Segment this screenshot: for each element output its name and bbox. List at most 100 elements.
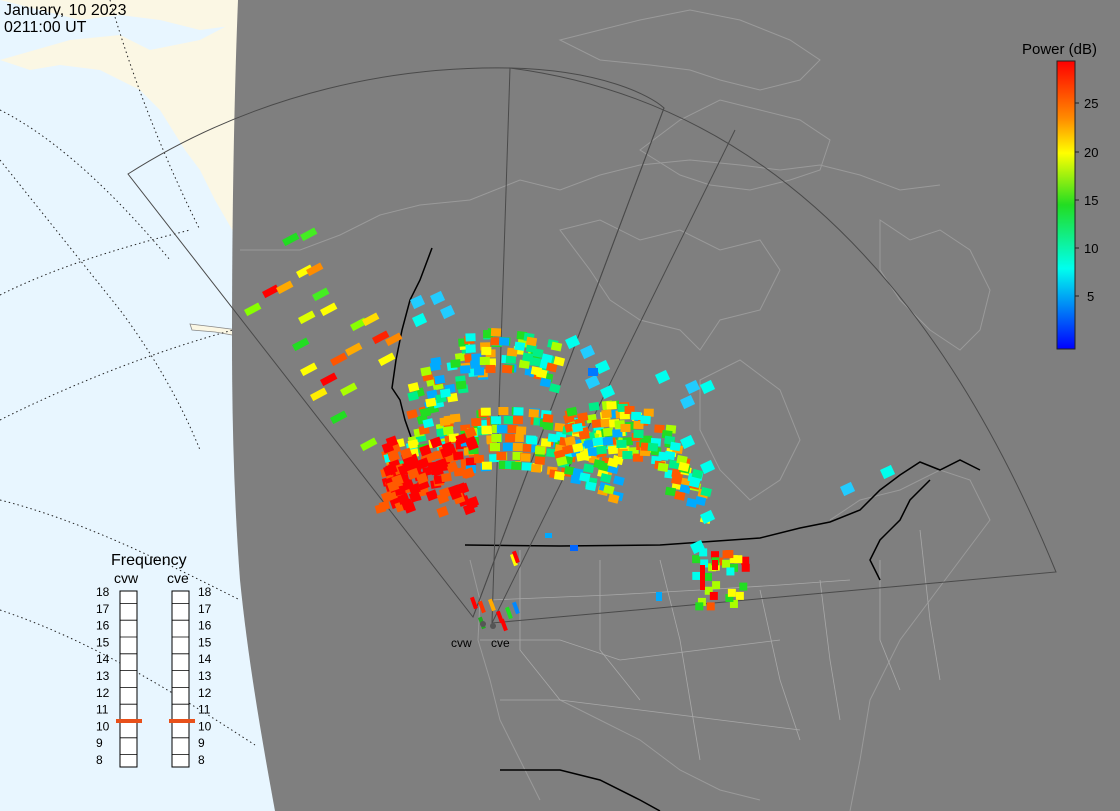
echo-cell [425, 489, 439, 502]
echo-cell [577, 412, 589, 422]
echo-cell [640, 415, 651, 425]
echo-cell [622, 451, 633, 459]
echo-cell [439, 304, 456, 320]
echo-cell [725, 593, 734, 602]
echo-cell [571, 422, 584, 433]
echo-cell [570, 474, 582, 485]
echo-cell [674, 490, 686, 501]
echo-cell [465, 344, 476, 353]
colorbar-tick-5: 5 [1087, 289, 1094, 304]
colorbar-title: Power (dB) [1022, 41, 1097, 58]
echo-cell [588, 401, 600, 412]
dayside-land-2 [0, 0, 238, 30]
echo-cell [485, 364, 496, 374]
echo-cell [503, 415, 514, 424]
radar-site-cvw [480, 621, 486, 627]
echo-cell [704, 586, 713, 595]
echo-cell [591, 419, 603, 429]
echo-cell [587, 446, 599, 457]
echo-cell [550, 341, 563, 352]
echo-cell [709, 591, 718, 600]
echo-cell [419, 407, 432, 418]
echo-cell [276, 280, 294, 295]
echo-cell [541, 353, 553, 364]
echo-cell [384, 332, 403, 347]
echo-cell [504, 606, 513, 620]
echo-cell [419, 444, 432, 457]
echo-cell [710, 551, 719, 560]
echo-cell [515, 426, 527, 435]
aleutian-island [189, 323, 239, 337]
echo-cell [465, 457, 477, 466]
echo-cell [600, 418, 612, 428]
echo-cell [525, 336, 538, 347]
echo-cell [464, 426, 477, 439]
echo-cell [397, 463, 411, 476]
echo-cell [445, 461, 459, 474]
echo-cell [536, 368, 548, 379]
echo-cell [600, 472, 612, 484]
echo-cell [602, 427, 614, 437]
echo-cell [431, 464, 444, 477]
echo-cell [579, 472, 591, 483]
echo-cell [700, 559, 709, 568]
echo-cell [440, 472, 452, 483]
echo-cell [539, 377, 552, 388]
echo-cell [300, 362, 318, 377]
echo-cell [601, 409, 612, 419]
echo-cell [555, 456, 568, 467]
header-time: 0211:00 UT [4, 19, 87, 36]
echo-cell [685, 379, 701, 395]
echo-cell [436, 492, 450, 505]
echo-cell [511, 461, 522, 471]
echo-cell [692, 555, 701, 564]
echo-cell [583, 439, 595, 449]
echo-cell [507, 424, 519, 434]
echo-cell [345, 342, 363, 357]
echo-cell [512, 415, 524, 425]
echo-cell [282, 232, 300, 247]
echo-cell [479, 357, 490, 365]
echo-cell [522, 443, 534, 453]
echo-cell [669, 441, 681, 452]
echo-cell [513, 433, 524, 442]
echo-cell [624, 406, 635, 414]
echo-cell [470, 596, 478, 610]
echo-cell [422, 418, 435, 429]
echo-cell [596, 445, 607, 455]
echo-cell [471, 417, 482, 427]
echo-cell [729, 555, 738, 564]
echo-cell [299, 227, 318, 242]
echo-cell [613, 475, 625, 486]
echo-cell [578, 430, 590, 440]
echo-cell [319, 302, 338, 317]
echo-cell [521, 462, 532, 471]
colorbar-ticks [1075, 102, 1079, 297]
fov-cve [491, 67, 1057, 624]
echo-cell [545, 533, 552, 538]
echo-cell [412, 312, 428, 328]
echo-cell [490, 327, 502, 337]
echo-cell [680, 394, 696, 410]
echo-cell [706, 602, 715, 611]
echo-cell [542, 413, 554, 423]
echo-cell [310, 387, 328, 402]
echo-cell [406, 409, 418, 420]
echo-cell [676, 454, 688, 465]
power-colorbar: Power (dB) 25 20 15 10 5 [1022, 41, 1098, 350]
echo-cell [480, 407, 491, 416]
echo-cell [415, 472, 429, 485]
frequency-tick-right: 14 [198, 652, 212, 666]
frequency-marker-cvw [116, 719, 142, 723]
echo-cell [546, 448, 557, 458]
frequency-tick-labels: 18 18 17 17 16 16 15 15 14 14 13 13 12 12 11 11 10 10 9 9 8 8 [96, 585, 212, 767]
frequency-tick-right: 17 [198, 602, 212, 616]
echo-cell [449, 413, 461, 423]
echo-cell [462, 467, 475, 479]
echo-cell [380, 490, 394, 503]
echo-cell [425, 397, 437, 408]
echo-cell [583, 463, 595, 474]
echo-cell [679, 484, 691, 494]
